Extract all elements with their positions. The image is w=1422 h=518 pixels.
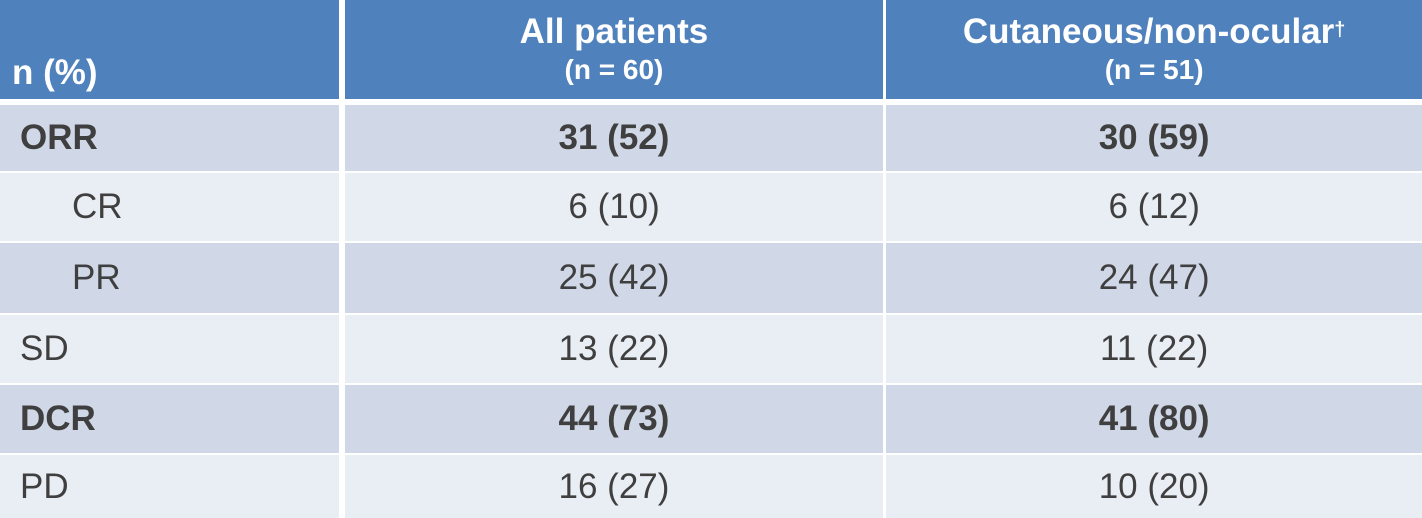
column-divider xyxy=(338,243,342,313)
all-patients-value: 6 (10) xyxy=(344,173,884,241)
cutaneous-value: 10 (20) xyxy=(886,455,1422,518)
column-divider xyxy=(883,455,887,518)
all-patients-value: 16 (27) xyxy=(344,455,884,518)
column-divider xyxy=(338,455,342,518)
cutaneous-value: 24 (47) xyxy=(886,243,1422,313)
column-divider xyxy=(338,315,342,383)
row-label: PR xyxy=(0,243,339,313)
table-row-sd: SD 13 (22) 11 (22) xyxy=(0,315,1422,383)
column-divider xyxy=(883,315,887,383)
header-n-percent: n (%) xyxy=(0,0,339,99)
column-divider xyxy=(338,173,342,241)
header-all-patients-count: (n = 60) xyxy=(564,53,664,85)
column-divider xyxy=(338,0,342,99)
column-divider xyxy=(883,385,887,453)
column-divider xyxy=(883,0,887,99)
table-row-pr: PR 25 (42) 24 (47) xyxy=(0,243,1422,313)
header-all-patients: All patients (n = 60) xyxy=(344,0,884,99)
column-divider xyxy=(883,243,887,313)
all-patients-value: 25 (42) xyxy=(344,243,884,313)
header-cutaneous-count: (n = 51) xyxy=(1104,53,1204,85)
row-label: PD xyxy=(0,455,339,518)
cutaneous-value: 30 (59) xyxy=(886,105,1422,171)
header-cutaneous: Cutaneous/non-ocular† (n = 51) xyxy=(886,0,1422,99)
row-label: SD xyxy=(0,315,339,383)
all-patients-value: 44 (73) xyxy=(344,385,884,453)
header-cutaneous-dagger: † xyxy=(1334,18,1346,41)
header-cutaneous-title-wrap: Cutaneous/non-ocular† xyxy=(963,12,1346,52)
table-row-orr: ORR 31 (52) 30 (59) xyxy=(0,105,1422,171)
column-divider xyxy=(338,105,342,171)
header-separator xyxy=(0,99,1422,105)
header-cutaneous-title: Cutaneous/non-ocular xyxy=(962,11,1335,51)
all-patients-value: 31 (52) xyxy=(344,105,884,171)
cutaneous-value: 11 (22) xyxy=(886,315,1422,383)
table-header-row: n (%) All patients (n = 60) Cutaneous/no… xyxy=(0,0,1422,99)
table-row-dcr: DCR 44 (73) 41 (80) xyxy=(0,385,1422,453)
table-row-pd: PD 16 (27) 10 (20) xyxy=(0,455,1422,518)
cutaneous-value: 41 (80) xyxy=(886,385,1422,453)
row-label: ORR xyxy=(0,105,339,171)
column-divider xyxy=(338,385,342,453)
column-divider xyxy=(883,173,887,241)
cutaneous-value: 6 (12) xyxy=(886,173,1422,241)
column-divider xyxy=(883,105,887,171)
table-row-cr: CR 6 (10) 6 (12) xyxy=(0,173,1422,241)
header-all-patients-title: All patients xyxy=(519,11,709,51)
all-patients-value: 13 (22) xyxy=(344,315,884,383)
row-label: DCR xyxy=(0,385,339,453)
row-label: CR xyxy=(0,173,339,241)
header-n-percent-label: n (%) xyxy=(12,53,98,92)
